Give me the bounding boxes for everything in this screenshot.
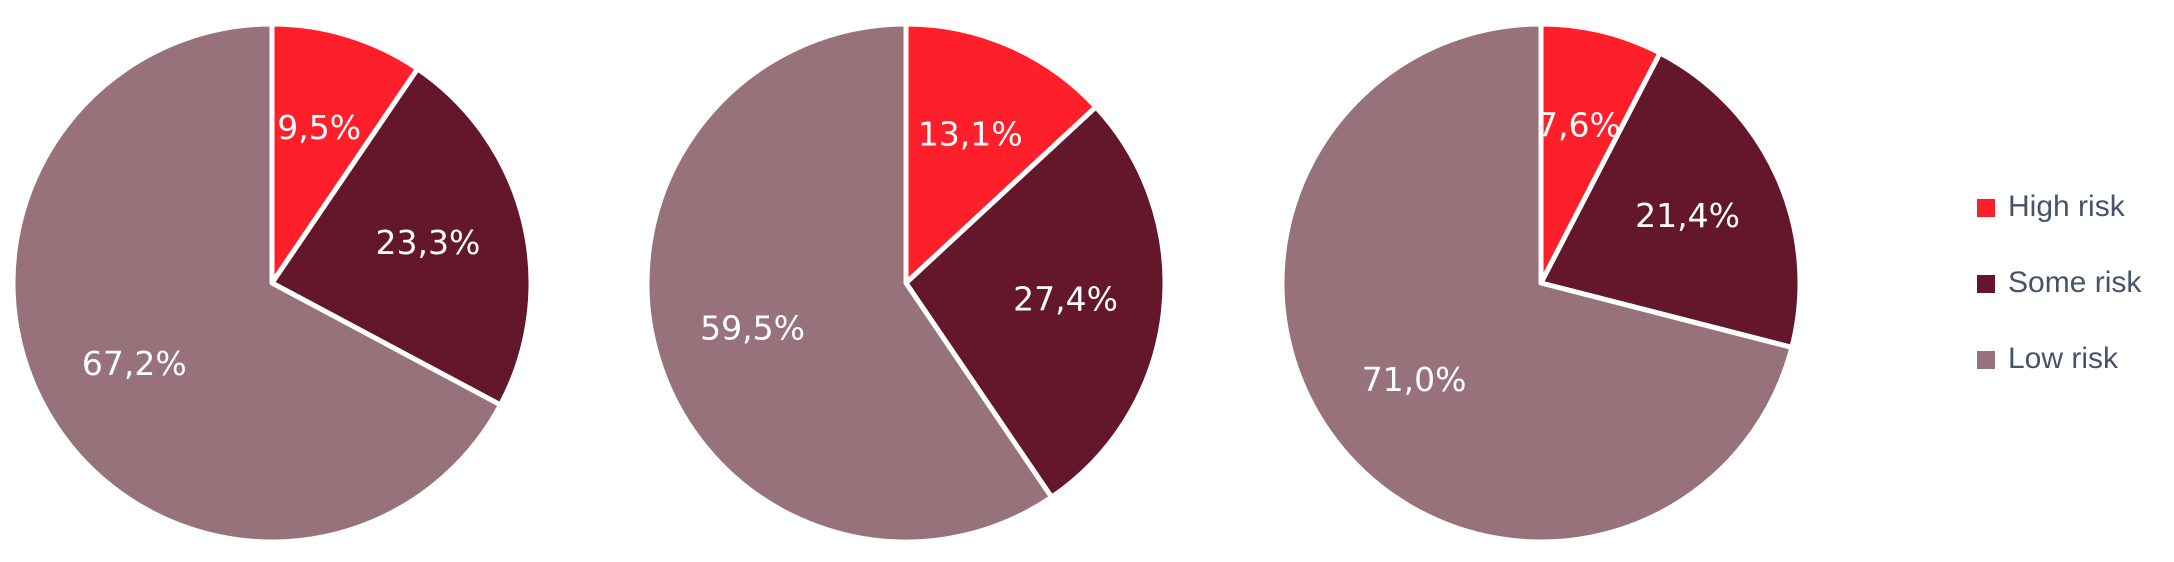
data-label: 59,5% <box>700 309 805 348</box>
legend-swatch <box>1977 199 1995 217</box>
legend-swatch <box>1977 275 1995 293</box>
legend-label: Low risk <box>2008 342 2119 375</box>
pie-slice <box>903 21 1099 286</box>
pie-slice <box>269 66 534 408</box>
pie-slice <box>269 21 421 286</box>
pie-slice <box>1279 21 1795 545</box>
legend-swatch <box>1977 351 1995 369</box>
legend-label: Some risk <box>2008 266 2142 299</box>
data-label: 21,4% <box>1635 196 1740 235</box>
data-label: 7,6% <box>1537 105 1621 144</box>
pie-slice <box>10 21 504 545</box>
legend-label: High risk <box>2008 190 2126 223</box>
pie-slice <box>903 104 1168 500</box>
pie-slice <box>1538 50 1803 350</box>
data-label: 23,3% <box>375 223 480 262</box>
data-label: 71,0% <box>1362 360 1467 399</box>
data-label: 13,1% <box>918 114 1023 153</box>
data-label: 67,2% <box>82 344 187 383</box>
data-label: 27,4% <box>1013 280 1118 319</box>
pie-slice <box>1538 21 1663 286</box>
data-label: 9,5% <box>277 108 361 147</box>
pie-slice <box>644 21 1055 545</box>
